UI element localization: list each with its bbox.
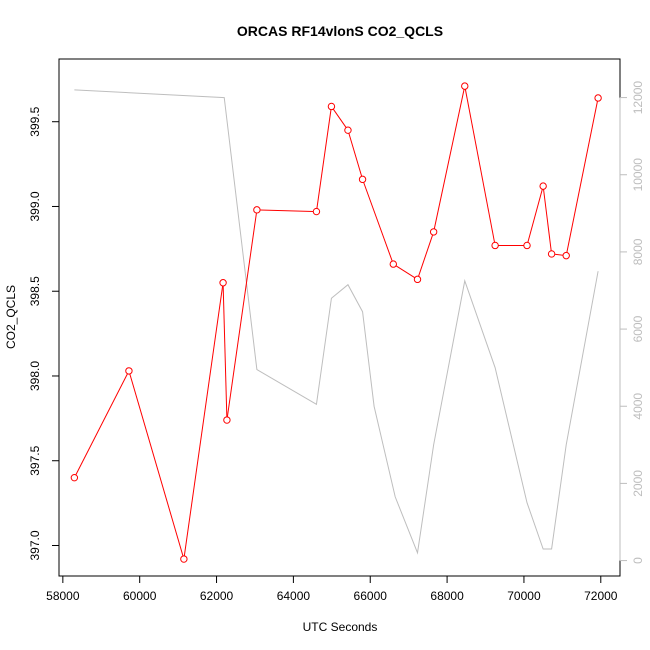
y2-tick-label: 10000 <box>631 158 645 192</box>
y2-tick-label: 6000 <box>631 315 645 342</box>
y2-tick-label: 8000 <box>631 238 645 265</box>
co2-line-segment <box>222 285 228 417</box>
x-tick-label: 58000 <box>46 589 80 603</box>
chart-title: ORCAS RF14vlonS CO2_QCLS <box>237 23 443 39</box>
co2-point-marker <box>312 207 321 216</box>
y2-axis: 0 2000 4000 6000 8000 10000 12000 <box>619 81 645 564</box>
co2-point-marker <box>327 102 336 111</box>
y2-tick-label: 12000 <box>631 81 645 115</box>
co2-point-marker <box>539 182 547 190</box>
co2-point-marker <box>253 206 261 214</box>
co2-point-marker <box>594 94 602 102</box>
x-tick-label: 66000 <box>354 589 388 603</box>
co2-point-marker <box>429 228 438 236</box>
co2-line-segment <box>464 89 496 243</box>
co2-line-segment <box>433 89 465 229</box>
co2-point-marker <box>491 241 499 250</box>
co2-line-segment <box>260 209 314 212</box>
co2-line-segment <box>129 373 184 557</box>
x-axis: 58000 60000 62000 64000 66000 68000 70000 72000 <box>46 575 618 603</box>
co2-line-segment <box>75 373 128 476</box>
y2-tick-label: 2000 <box>631 470 645 497</box>
y-tick-label: 399.5 <box>28 106 42 136</box>
co2-line-segment <box>527 189 543 243</box>
y2-tick-label: 4000 <box>631 393 645 420</box>
co2-point-marker <box>389 260 397 268</box>
x-tick-label: 60000 <box>123 589 157 603</box>
co2-point-marker <box>180 555 188 563</box>
co2-line-segment <box>554 253 564 256</box>
co2-point-marker <box>125 367 133 375</box>
co2-point-marker <box>562 251 570 260</box>
x-tick-label: 70000 <box>507 589 541 603</box>
plot-frame <box>58 58 621 577</box>
co2-point-marker <box>413 275 422 284</box>
co2-line-segment <box>316 109 332 209</box>
x-tick-label: 68000 <box>430 589 464 603</box>
x-tick-label: 72000 <box>584 589 618 603</box>
co2-point-marker <box>219 279 227 287</box>
y-axis: 397.0 397.5 398.0 398.5 399.0 399.5 <box>28 106 60 561</box>
series-layer <box>70 82 602 563</box>
co2-point-marker <box>223 416 231 424</box>
y-tick-label: 398.0 <box>28 361 42 391</box>
y-tick-label: 398.5 <box>28 276 42 306</box>
co2-point-marker <box>547 250 556 258</box>
x-tick-label: 64000 <box>277 589 311 603</box>
y-tick-label: 397.0 <box>28 530 42 560</box>
y-axis-label: CO2_QCLS <box>4 285 18 349</box>
co2-point-marker <box>523 241 531 250</box>
co2-point-marker <box>344 126 352 134</box>
co2-line-segment <box>332 108 347 128</box>
co2-point-marker <box>70 473 79 482</box>
co2-line-segment <box>566 101 598 253</box>
co2-point-marker <box>461 82 469 90</box>
co2-line-segment <box>418 234 434 277</box>
co2-line-segment <box>226 212 257 417</box>
co2-line-segment <box>543 189 552 251</box>
co2-line-segment <box>395 265 416 279</box>
x-tick-label: 62000 <box>200 589 234 603</box>
co2-point-marker <box>358 175 367 184</box>
co2-line-segment <box>348 133 363 177</box>
altitude-line <box>74 89 599 555</box>
co2-line-segment <box>183 285 224 556</box>
x-axis-label: UTC Seconds <box>303 620 378 634</box>
co2-line-segment <box>363 182 393 262</box>
y-tick-label: 397.5 <box>28 445 42 475</box>
y-tick-label: 399.0 <box>28 191 42 221</box>
y2-tick-label: 0 <box>631 557 645 564</box>
